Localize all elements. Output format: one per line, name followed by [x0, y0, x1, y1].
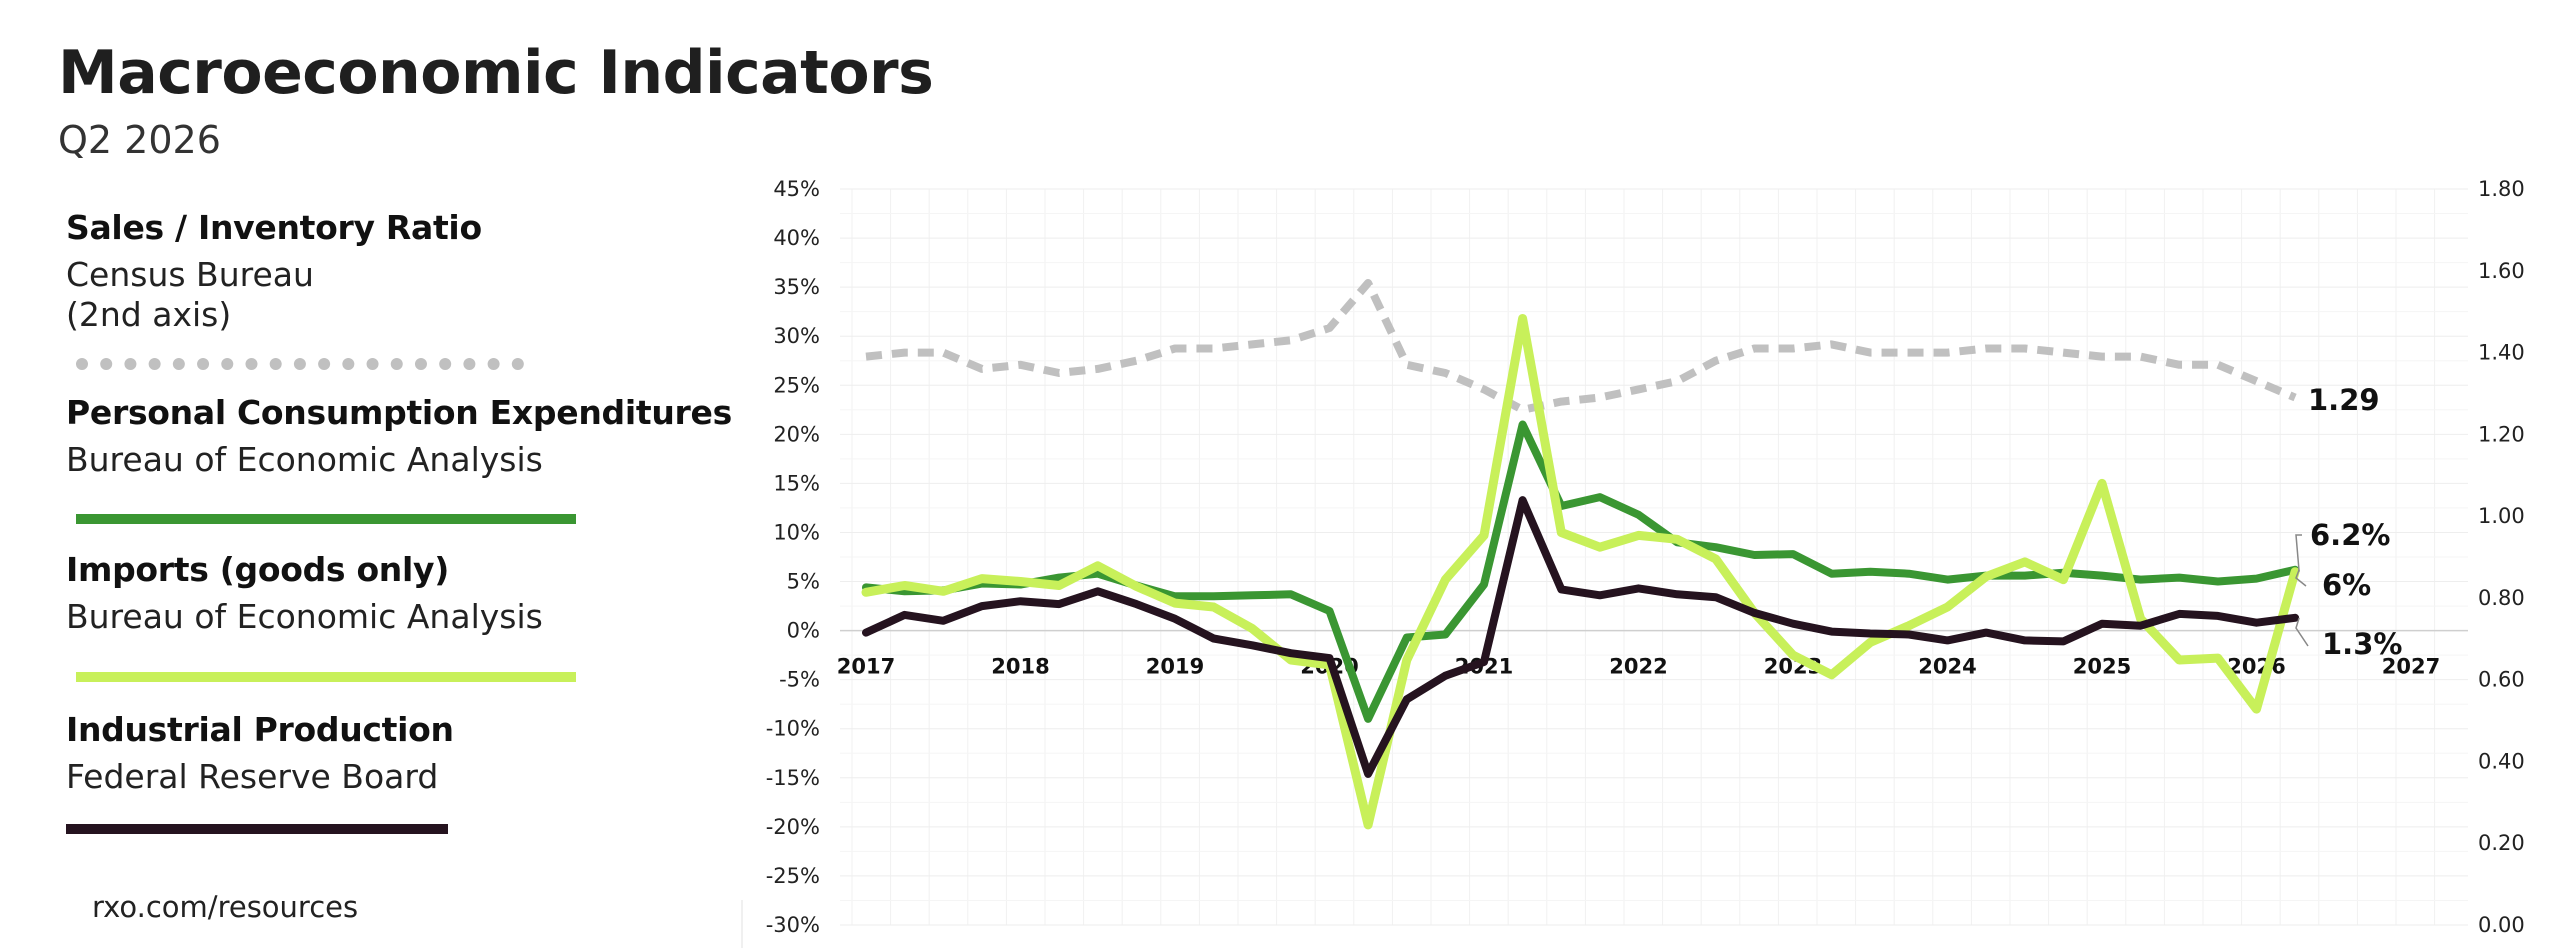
legend-name: Personal Consumption Expenditures — [66, 393, 732, 432]
y-left-tick-label: 35% — [773, 275, 820, 299]
y-right-tick-label: 1.60 — [2478, 259, 2525, 283]
x-tick-label: 2018 — [991, 655, 1049, 679]
legend-item-industrial-production: Industrial Production Federal Reserve Bo… — [66, 710, 454, 797]
y-left-tick-label: 40% — [773, 226, 820, 250]
x-tick-label: 2019 — [1146, 655, 1204, 679]
y-left-tick-label: -10% — [766, 717, 820, 741]
y-right-tick-label: 1.00 — [2478, 504, 2525, 528]
y-left-tick-label: -30% — [766, 913, 820, 937]
legend-source: Bureau of Economic Analysis — [66, 597, 543, 636]
end-label-pce: 6% — [2322, 568, 2371, 602]
y-right-tick-label: 0.20 — [2478, 831, 2525, 855]
y-left-tick-label: 25% — [773, 373, 820, 397]
y-right-tick-label: 0.80 — [2478, 586, 2525, 610]
page-subtitle: Q2 2026 — [58, 118, 221, 162]
y-right-tick-label: 1.20 — [2478, 422, 2525, 446]
x-tick-label: 2027 — [2382, 655, 2440, 679]
y-left-tick-label: 30% — [773, 324, 820, 348]
y-left-tick-label: 45% — [773, 177, 820, 201]
y-left-tick-label: 20% — [773, 422, 820, 446]
legend-swatch-industrial-production — [66, 824, 448, 834]
x-tick-label: 2017 — [837, 655, 895, 679]
end-label-leader — [2295, 569, 2307, 587]
end-label-sales-inventory: 1.29 — [2308, 383, 2380, 417]
x-tick-label: 2022 — [1609, 655, 1667, 679]
legend-swatch-pce — [76, 514, 576, 524]
y-left-tick-label: 0% — [787, 619, 820, 643]
legend-item-pce: Personal Consumption Expenditures Bureau… — [66, 393, 732, 480]
footer-url: rxo.com/resources — [92, 890, 359, 924]
series-sales-inventory-line — [865, 279, 2297, 414]
legend-note: (2nd axis) — [66, 295, 232, 334]
legend-source: Census Bureau — [66, 255, 314, 294]
y-left-tick-label: 15% — [773, 471, 820, 495]
y-right-tick-label: 0.40 — [2478, 749, 2525, 773]
y-left-tick-label: 10% — [773, 520, 820, 544]
y-right-tick-label: 1.40 — [2478, 341, 2525, 365]
legend-item-imports: Imports (goods only) Bureau of Economic … — [66, 550, 543, 637]
y-right-tick-label: 0.00 — [2478, 913, 2525, 937]
y-left-tick-label: -5% — [779, 668, 820, 692]
y-right-tick-label: 0.60 — [2478, 668, 2525, 692]
x-tick-label: 2025 — [2073, 655, 2131, 679]
end-label-industrial-production: 1.3% — [2322, 627, 2402, 661]
legend-swatch-sales-inventory — [76, 358, 524, 370]
legend-swatch-imports — [76, 672, 576, 682]
legend-name: Imports (goods only) — [66, 550, 450, 589]
series-industrial-production-line — [862, 496, 2300, 778]
y-left-tick-label: -20% — [766, 815, 820, 839]
legend-name: Sales / Inventory Ratio — [66, 208, 482, 247]
y-left-tick-label: -15% — [766, 766, 820, 790]
legend-source: Federal Reserve Board — [66, 757, 439, 796]
x-tick-label: 2024 — [1918, 655, 1976, 679]
page-title: Macroeconomic Indicators — [58, 38, 934, 108]
x-tick-label: 2026 — [2227, 655, 2285, 679]
end-label-leader — [2295, 617, 2309, 647]
legend-item-sales-inventory: Sales / Inventory Ratio Census Bureau (2… — [66, 208, 482, 335]
y-right-tick-label: 1.80 — [2478, 177, 2525, 201]
y-left-tick-label: 5% — [787, 570, 820, 594]
y-left-tick-label: -25% — [766, 864, 820, 888]
legend-name: Industrial Production — [66, 710, 454, 749]
end-label-imports: 6.2% — [2310, 518, 2390, 552]
series-imports-line — [861, 314, 2300, 830]
legend-source: Bureau of Economic Analysis — [66, 440, 543, 479]
end-label-leader — [2295, 534, 2302, 572]
